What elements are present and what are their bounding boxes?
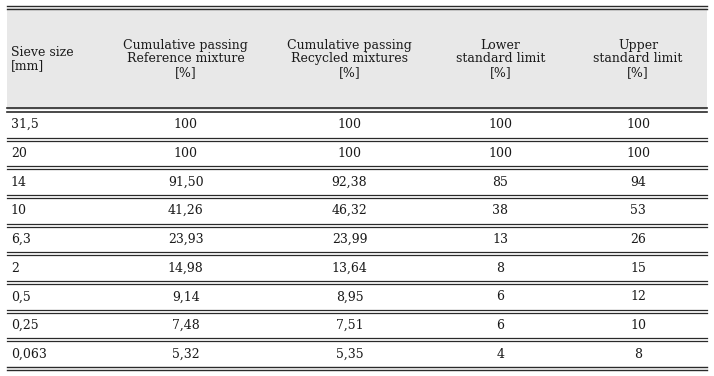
Text: 100: 100: [488, 118, 512, 131]
Text: 14: 14: [11, 176, 26, 189]
Text: 13,64: 13,64: [331, 262, 368, 274]
Text: Reference mixture: Reference mixture: [127, 53, 245, 65]
Text: 100: 100: [626, 147, 650, 160]
Text: 15: 15: [630, 262, 646, 274]
Text: 91,50: 91,50: [168, 176, 203, 189]
Text: 5,35: 5,35: [336, 348, 363, 361]
Text: 41,26: 41,26: [168, 204, 203, 217]
Text: standard limit: standard limit: [456, 53, 545, 65]
Text: 100: 100: [338, 118, 361, 131]
Text: Recycled mixtures: Recycled mixtures: [291, 53, 408, 65]
Text: 7,48: 7,48: [172, 319, 200, 332]
Text: 5,32: 5,32: [172, 348, 200, 361]
Text: [mm]: [mm]: [11, 59, 44, 72]
Text: 31,5: 31,5: [11, 118, 39, 131]
Text: 8,95: 8,95: [336, 290, 363, 303]
Text: 4: 4: [496, 348, 504, 361]
Text: [%]: [%]: [489, 66, 511, 79]
Text: 6: 6: [496, 290, 504, 303]
Text: Lower: Lower: [481, 39, 521, 52]
Text: 20: 20: [11, 147, 26, 160]
Text: 100: 100: [488, 147, 512, 160]
Text: [%]: [%]: [627, 66, 649, 79]
Text: [%]: [%]: [175, 66, 196, 79]
Text: 14,98: 14,98: [168, 262, 203, 274]
Text: 26: 26: [630, 233, 646, 246]
Text: Cumulative passing: Cumulative passing: [287, 39, 412, 52]
Text: 10: 10: [11, 204, 26, 217]
Text: 0,063: 0,063: [11, 348, 46, 361]
Text: 2: 2: [11, 262, 19, 274]
Text: 12: 12: [630, 290, 646, 303]
Text: 8: 8: [634, 348, 642, 361]
Text: standard limit: standard limit: [593, 53, 683, 65]
Text: 23,99: 23,99: [332, 233, 367, 246]
Text: 7,51: 7,51: [336, 319, 363, 332]
Text: 0,5: 0,5: [11, 290, 31, 303]
Text: 13: 13: [492, 233, 508, 246]
Text: 92,38: 92,38: [332, 176, 368, 189]
Text: 100: 100: [174, 118, 198, 131]
Text: 9,14: 9,14: [172, 290, 200, 303]
Text: Upper: Upper: [618, 39, 658, 52]
Text: Cumulative passing: Cumulative passing: [124, 39, 248, 52]
Text: 100: 100: [338, 147, 361, 160]
Text: 6: 6: [496, 319, 504, 332]
Text: 85: 85: [493, 176, 508, 189]
Text: Sieve size: Sieve size: [11, 46, 74, 59]
Text: [%]: [%]: [338, 66, 361, 79]
Text: 100: 100: [626, 118, 650, 131]
Text: 100: 100: [174, 147, 198, 160]
Text: 46,32: 46,32: [332, 204, 368, 217]
Text: 0,25: 0,25: [11, 319, 39, 332]
Text: 53: 53: [630, 204, 646, 217]
Text: 23,93: 23,93: [168, 233, 203, 246]
Text: 8: 8: [496, 262, 504, 274]
Text: 10: 10: [630, 319, 646, 332]
Text: 94: 94: [630, 176, 646, 189]
Text: 38: 38: [492, 204, 508, 217]
Text: 6,3: 6,3: [11, 233, 31, 246]
